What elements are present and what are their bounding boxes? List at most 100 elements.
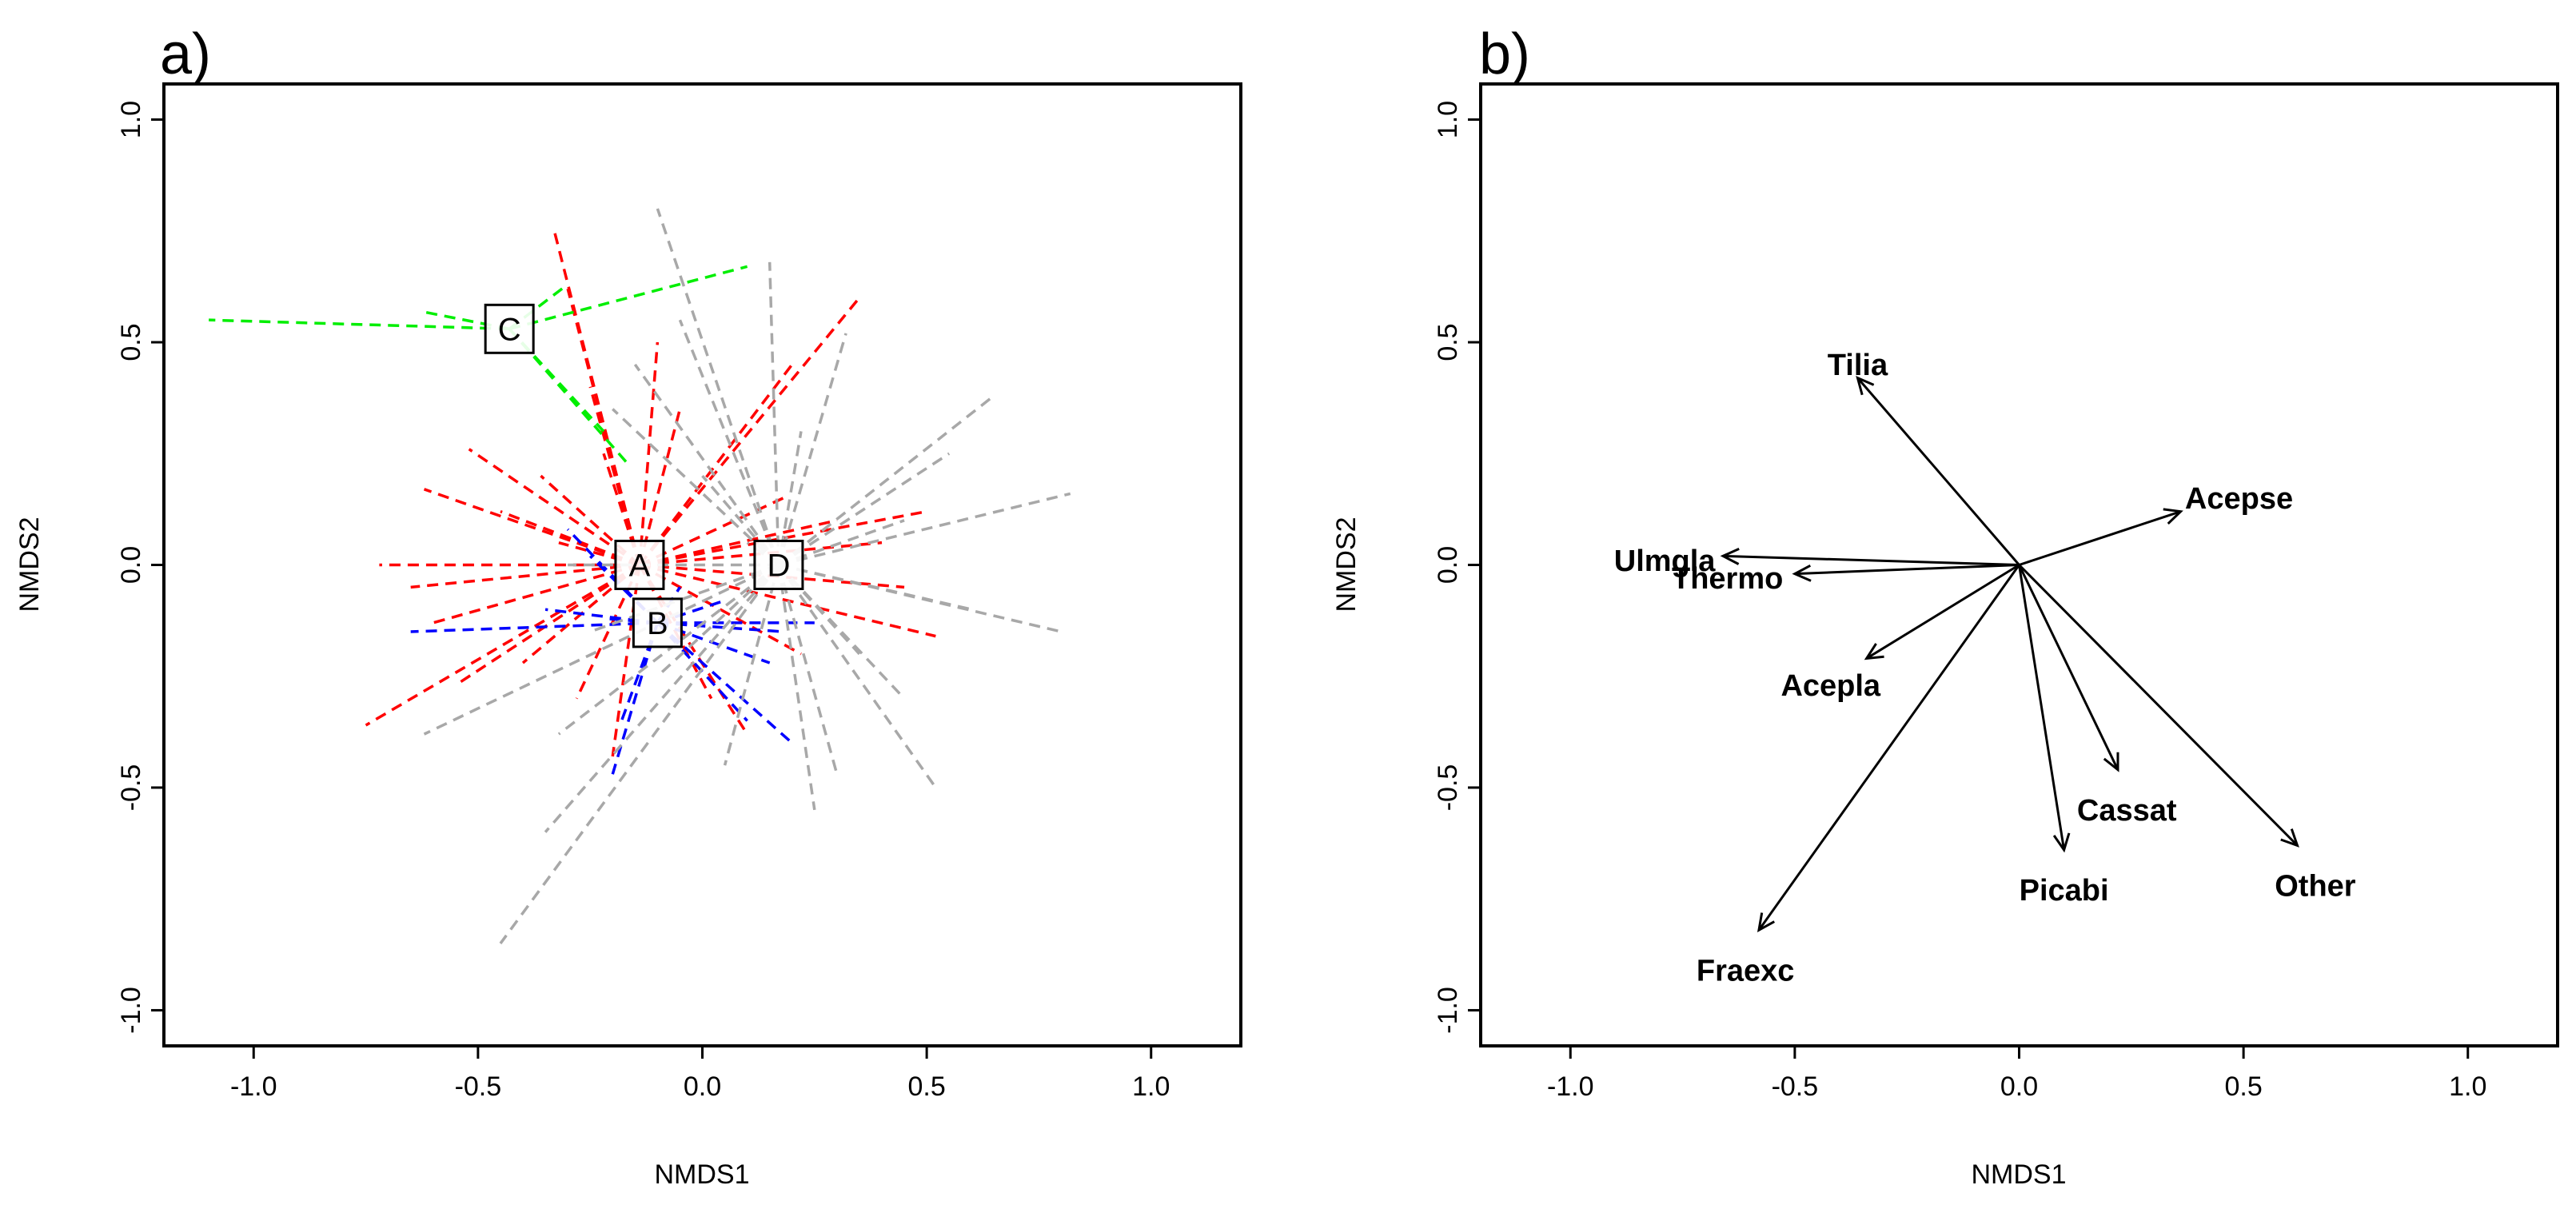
vector-shaft-thermo bbox=[1794, 564, 2020, 576]
spoke-group-d bbox=[544, 564, 780, 833]
vector-thermo bbox=[1792, 564, 2020, 582]
vector-label-other: Other bbox=[2275, 870, 2356, 904]
vector-arrowhead-picabi bbox=[2052, 832, 2071, 853]
panel-a-x-tick-label: -1.0 bbox=[230, 1071, 277, 1102]
spoke-group-a bbox=[638, 341, 660, 565]
panel-a-x-tick-label: 1.0 bbox=[1132, 1071, 1170, 1102]
spoke-group-b bbox=[656, 621, 793, 744]
panel-a-y-label: NMDS2 bbox=[14, 517, 45, 612]
vector-label-fraexc: Fraexc bbox=[1697, 954, 1795, 988]
panel-b-y-tick-label: -0.5 bbox=[1433, 764, 1463, 812]
vector-arrowhead-ulmgla bbox=[1720, 548, 1740, 565]
panel-b-y-tick-label: 0.0 bbox=[1433, 546, 1463, 584]
vector-arrowhead-other bbox=[2280, 828, 2299, 848]
spoke-group-a bbox=[639, 541, 883, 567]
panel-a-y-tick-label: 0.0 bbox=[116, 546, 146, 584]
spoke-group-c bbox=[508, 283, 569, 330]
panel-b-y-tick-label: 1.0 bbox=[1433, 101, 1463, 138]
panel-b-arrows bbox=[1720, 375, 2299, 933]
panel-b-x-tick-label: 0.5 bbox=[2224, 1071, 2262, 1102]
centroid-box-d bbox=[753, 540, 804, 590]
vector-shaft-picabi bbox=[2018, 565, 2066, 851]
spoke-group-b bbox=[656, 599, 726, 624]
spoke-group-a bbox=[638, 564, 749, 736]
vector-picabi bbox=[2018, 565, 2071, 853]
spoke-group-d bbox=[423, 563, 780, 736]
vector-label-tilia: Tilia bbox=[1828, 349, 1888, 382]
panel-a-y-tick-label: 0.5 bbox=[116, 323, 146, 361]
vector-cassat bbox=[2018, 564, 2119, 772]
vector-label-thermo: Thermo bbox=[1672, 562, 1783, 596]
panel-a-tag: a) bbox=[160, 22, 211, 86]
centroid-label-a: A bbox=[629, 549, 651, 584]
panel-b-y-tick-label: -1.0 bbox=[1433, 987, 1463, 1034]
vector-label-ulmgla: Ulmgla bbox=[1614, 545, 1717, 578]
spoke-group-b bbox=[611, 622, 660, 775]
panel-b-x-tick-label: 1.0 bbox=[2449, 1071, 2486, 1102]
vector-shaft-tilia bbox=[1856, 377, 2020, 566]
spoke-group-c bbox=[209, 318, 510, 331]
panel-a-x-tick-label: -0.5 bbox=[455, 1071, 502, 1102]
spoke-group-d bbox=[768, 261, 780, 565]
panel-a: a) AB C D -1.0 -0.5 0.0 0.5 1.0 -1.0 -0.5 0.0 0.5… bbox=[14, 22, 1242, 1190]
centroid-label-b: B bbox=[647, 606, 668, 641]
panel-a-y-tick-label: -0.5 bbox=[116, 764, 146, 812]
spoke-group-d bbox=[589, 563, 780, 633]
panel-b-x-tick-label: -0.5 bbox=[1772, 1071, 1819, 1102]
spoke-group-d bbox=[557, 564, 780, 736]
panel-a-centroids: AB C D bbox=[484, 303, 804, 648]
vector-acepse bbox=[2019, 508, 2183, 566]
panel-b-x-label: NMDS1 bbox=[1971, 1159, 2066, 1190]
spoke-group-a bbox=[638, 297, 861, 566]
spoke-group-a bbox=[365, 563, 640, 727]
spoke-group-d bbox=[678, 319, 780, 566]
panel-a-x-axis: -1.0 -0.5 0.0 0.5 1.0 bbox=[230, 1046, 1170, 1102]
vector-shaft-acepse bbox=[2019, 510, 2182, 566]
vector-ulmgla bbox=[1720, 548, 2020, 566]
spoke-group-b bbox=[410, 621, 658, 633]
spoke-group-a bbox=[588, 386, 641, 565]
spoke-group-d bbox=[723, 565, 780, 766]
vector-fraexc bbox=[1757, 564, 2020, 933]
vector-arrowhead-cassat bbox=[2103, 752, 2119, 772]
spoke-group-a bbox=[639, 509, 927, 567]
panel-b-x-tick-label: -1.0 bbox=[1547, 1071, 1594, 1102]
spoke-group-d bbox=[499, 564, 780, 944]
spoke-group-d bbox=[777, 565, 816, 811]
spoke-group-d bbox=[778, 563, 972, 611]
spoke-group-a bbox=[558, 541, 640, 567]
vector-acepla bbox=[1864, 564, 2020, 660]
panel-b-y-tick-label: 0.5 bbox=[1433, 323, 1463, 361]
spoke-group-a bbox=[639, 563, 936, 638]
spoke-group-d bbox=[778, 563, 1062, 633]
panel-b-y-label: NMDS2 bbox=[1331, 517, 1362, 612]
spoke-group-d bbox=[777, 564, 906, 700]
centroid-box-b bbox=[632, 597, 683, 648]
spoke-group-d bbox=[612, 408, 780, 566]
vector-shaft-fraexc bbox=[1757, 564, 2020, 932]
spoke-group-d bbox=[777, 333, 847, 565]
vector-label-acepla: Acepla bbox=[1780, 669, 1880, 703]
spoke-group-a bbox=[638, 409, 682, 565]
panel-a-y-axis: -1.0 -0.5 0.0 0.5 1.0 bbox=[116, 101, 164, 1034]
panel-b-y-axis: -1.0 -0.5 0.0 0.5 1.0 bbox=[1433, 101, 1481, 1034]
vector-label-acepse: Acepse bbox=[2185, 482, 2293, 516]
spoke-group-a bbox=[639, 563, 802, 656]
centroid-label-c: C bbox=[498, 312, 521, 347]
vector-shaft-ulmgla bbox=[1723, 554, 2020, 566]
centroid-box-c bbox=[484, 303, 535, 354]
panel-a-y-tick-label: -1.0 bbox=[116, 987, 146, 1034]
spoke-group-d bbox=[777, 394, 995, 566]
spoke-group-c bbox=[508, 328, 632, 469]
panel-b-x-axis: -1.0 -0.5 0.0 0.5 1.0 bbox=[1547, 1046, 2486, 1102]
spoke-group-d bbox=[656, 208, 780, 566]
vector-arrowhead-fraexc bbox=[1757, 912, 1775, 933]
spoke-group-a bbox=[638, 363, 794, 566]
spoke-group-c bbox=[508, 265, 748, 331]
spoke-group-d bbox=[777, 452, 951, 566]
panel-b-x-tick-label: 0.0 bbox=[2000, 1071, 2038, 1102]
vector-arrowhead-acepla bbox=[1864, 643, 1884, 660]
